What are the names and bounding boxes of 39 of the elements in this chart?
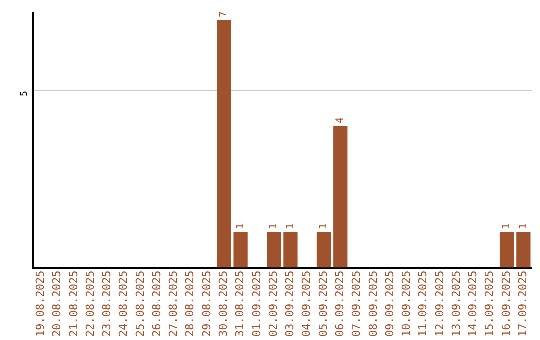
data-label: 1	[518, 223, 530, 230]
x-tick-label: 06.09.2025	[333, 270, 346, 338]
x-tick-label: 19.08.2025	[34, 270, 47, 338]
x-tick-label: 27.08.2025	[167, 270, 180, 338]
x-tick-label: 30.08.2025	[217, 270, 230, 338]
x-tick-label: 23.08.2025	[100, 270, 114, 338]
data-label: 1	[268, 223, 280, 230]
x-tick-label: 26.08.2025	[150, 270, 164, 338]
x-tick-label: 08.09.2025	[366, 270, 380, 338]
x-tick-label: 22.08.2025	[84, 270, 97, 338]
data-label: 1	[318, 223, 330, 230]
x-tick-label: 10.09.2025	[400, 270, 414, 338]
y-tick-label: 5	[20, 91, 30, 97]
data-label: 1	[502, 223, 513, 230]
data-label: 7	[218, 11, 230, 18]
x-tick-label: 09.09.2025	[383, 270, 396, 338]
x-tick-label: 03.09.2025	[284, 270, 297, 338]
data-label: 1	[235, 223, 246, 230]
x-tick-label: 15.09.2025	[483, 270, 496, 338]
x-tick-label: 29.08.2025	[200, 270, 214, 338]
x-tick-label: 17.09.2025	[516, 270, 530, 338]
x-tick-label: 07.09.2025	[350, 270, 364, 338]
x-tick-label: 13.09.2025	[450, 270, 463, 338]
x-tick-label: 11.09.2025	[416, 270, 430, 338]
x-tick-label: 28.08.2025	[184, 270, 197, 338]
x-tick-label: 24.08.2025	[117, 270, 130, 338]
x-tick-label: 31.08.2025	[234, 270, 247, 338]
x-tick-label: 04.09.2025	[300, 270, 314, 338]
x-tick-label: 05.09.2025	[316, 270, 330, 338]
data-label: 1	[285, 223, 296, 230]
x-tick-label: 16.09.2025	[500, 270, 513, 338]
data-label: 4	[335, 117, 346, 124]
x-tick-label: 14.09.2025	[466, 270, 480, 338]
x-tick-label: 20.08.2025	[50, 270, 64, 338]
x-tick-label: 21.08.2025	[67, 270, 80, 338]
x-tick-label: 12.09.2025	[433, 270, 446, 338]
x-tick-label: 02.09.2025	[266, 270, 280, 338]
x-tick-label: 01.09.2025	[250, 270, 264, 338]
x-tick-label: 25.08.2025	[134, 270, 147, 338]
